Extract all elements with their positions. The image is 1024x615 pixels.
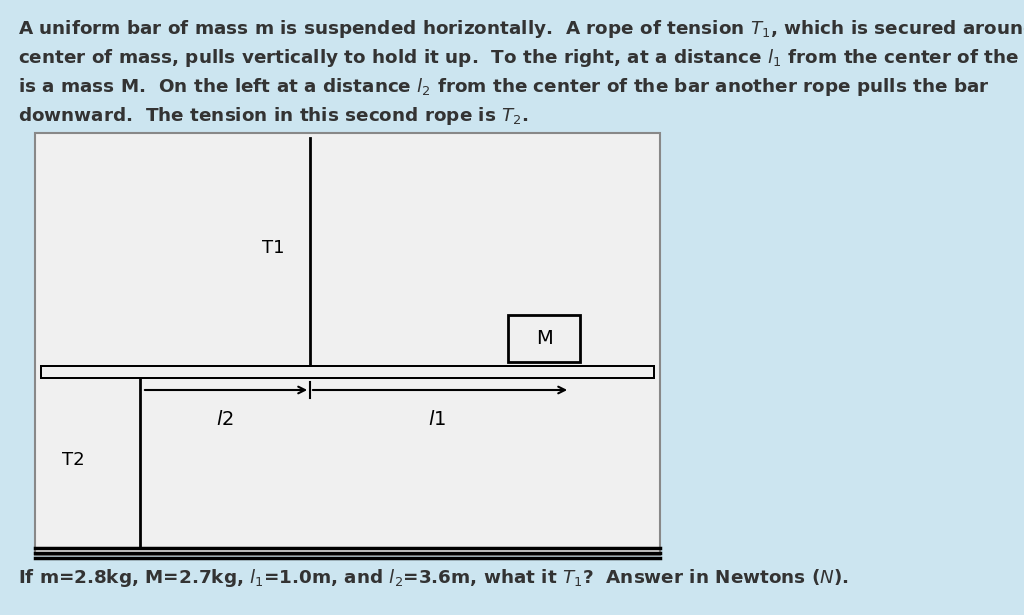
- Bar: [40, 365, 655, 379]
- Bar: [42, 367, 653, 377]
- Bar: [508, 315, 580, 362]
- Text: T1: T1: [262, 239, 285, 257]
- Text: center of mass, pulls vertically to hold it up.  To the right, at a distance $l_: center of mass, pulls vertically to hold…: [18, 47, 1024, 69]
- Text: If m=2.8kg, M=2.7kg, $l_1$=1.0m, and $l_2$=3.6m, what it $T_1$?  Answer in Newto: If m=2.8kg, M=2.7kg, $l_1$=1.0m, and $l_…: [18, 567, 849, 589]
- Text: A uniform bar of mass m is suspended horizontally.  A rope of tension $T_1$, whi: A uniform bar of mass m is suspended hor…: [18, 18, 1024, 40]
- Bar: [35, 133, 660, 555]
- Text: $l1$: $l1$: [428, 410, 446, 429]
- Text: downward.  The tension in this second rope is $T_2$.: downward. The tension in this second rop…: [18, 105, 528, 127]
- Text: M: M: [536, 329, 552, 348]
- Text: is a mass M.  On the left at a distance $l_2$ from the center of the bar another: is a mass M. On the left at a distance $…: [18, 76, 990, 98]
- Text: $l2$: $l2$: [216, 410, 233, 429]
- Text: T2: T2: [62, 451, 85, 469]
